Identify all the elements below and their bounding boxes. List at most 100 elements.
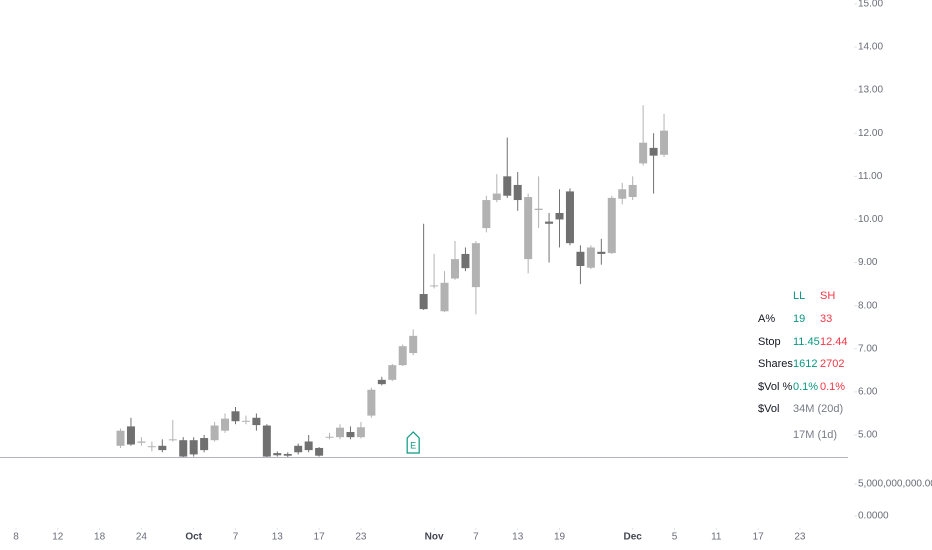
candle-body xyxy=(471,243,480,288)
candle-body xyxy=(241,420,250,422)
candle-body xyxy=(503,176,512,196)
candle-body xyxy=(346,431,355,438)
x-tick-label: 7 xyxy=(473,532,479,543)
candle-body xyxy=(607,197,616,254)
candle-body xyxy=(409,335,418,354)
y-tick-label: 9.00 xyxy=(858,257,878,268)
candle-body xyxy=(304,441,313,451)
volume-y-tick-label: 5,000,000,000.00 xyxy=(858,479,932,490)
y-tick-label: 13.00 xyxy=(858,85,883,96)
table-row-label: Shares xyxy=(758,358,793,370)
y-tick-label: 14.00 xyxy=(858,42,883,53)
candle-body xyxy=(628,184,637,198)
table-cell: 0.1% xyxy=(793,381,818,393)
x-tick-label: 8 xyxy=(13,532,19,543)
y-tick-label: 11.00 xyxy=(858,171,883,182)
candle-body xyxy=(273,453,282,456)
candle-body xyxy=(534,208,543,210)
table-cell: 0.1% xyxy=(820,381,845,393)
candle-body xyxy=(440,282,449,312)
table-cell: 34M (20d) xyxy=(793,403,843,415)
candle-body xyxy=(576,251,585,267)
candle-body xyxy=(482,200,491,229)
table-header: SH xyxy=(820,290,835,302)
y-tick-label: 12.00 xyxy=(858,128,883,139)
candle-body xyxy=(189,440,198,455)
candle-body xyxy=(524,197,533,260)
table-header: LL xyxy=(793,290,805,302)
candle-body xyxy=(137,441,146,443)
x-tick-label: 19 xyxy=(554,532,566,543)
table-row-label: A% xyxy=(758,313,775,325)
x-tick-label: 18 xyxy=(94,532,106,543)
candle-body xyxy=(565,191,574,244)
x-tick-label: 7 xyxy=(233,532,239,543)
candle-body xyxy=(262,425,271,457)
x-tick-label: 5 xyxy=(672,532,678,543)
x-tick-label: 17 xyxy=(314,532,326,543)
x-tick-label: Nov xyxy=(425,532,444,543)
x-tick-label: Dec xyxy=(624,532,643,543)
x-tick-label: 23 xyxy=(355,532,367,543)
candle-body xyxy=(367,389,376,416)
x-tick-label: 24 xyxy=(136,532,148,543)
candle-body xyxy=(221,418,230,431)
y-tick-label: 15.00 xyxy=(858,0,883,10)
y-tick-label: 8.00 xyxy=(858,300,878,311)
candle-body xyxy=(283,453,292,456)
earnings-label: E xyxy=(410,440,416,450)
candle-body xyxy=(450,259,459,279)
candle-body xyxy=(179,440,188,457)
candle-body xyxy=(158,445,167,451)
x-tick-label: 11 xyxy=(711,532,722,543)
candle-body xyxy=(660,130,669,155)
candle-body xyxy=(639,142,648,164)
candle-body xyxy=(315,447,324,456)
x-tick-label: 17 xyxy=(753,532,765,543)
candle-body xyxy=(294,445,303,453)
candle-body xyxy=(461,253,470,269)
candle-body xyxy=(419,294,428,310)
table-cell: 17M (1d) xyxy=(793,429,837,441)
y-tick-label: 7.00 xyxy=(858,343,878,354)
table-cell: 2702 xyxy=(820,358,844,370)
table-cell: 19 xyxy=(793,313,805,325)
candle-body xyxy=(545,221,554,224)
table-cell: 12.44 xyxy=(820,336,848,348)
candle-body xyxy=(597,251,606,254)
candle-body xyxy=(147,446,156,448)
candle-body xyxy=(492,193,501,201)
candle-body xyxy=(336,427,345,438)
x-tick-label: 12 xyxy=(52,532,64,543)
candle-body xyxy=(231,411,240,422)
candle-body xyxy=(126,426,135,445)
table-row-label: $Vol xyxy=(758,403,779,415)
y-tick-label: 6.00 xyxy=(858,387,878,398)
earnings-badge xyxy=(406,431,420,454)
y-tick-label: 5.00 xyxy=(858,430,878,441)
candle-body xyxy=(430,285,439,287)
table-cell: 1612 xyxy=(793,358,817,370)
candle-body xyxy=(649,147,658,156)
y-tick-label: 10.00 xyxy=(858,214,883,225)
candle-body xyxy=(200,438,209,451)
candle-body xyxy=(513,184,522,201)
table-cell: 33 xyxy=(820,313,832,325)
table-row-label: Stop xyxy=(758,336,781,348)
candle-body xyxy=(356,427,365,438)
volume-y-tick-label: 0.0000 xyxy=(858,511,889,522)
candle-body xyxy=(555,212,564,220)
x-tick-label: 23 xyxy=(794,532,806,543)
candle-body xyxy=(377,379,386,385)
candle-body xyxy=(398,346,407,366)
earnings-marker: E xyxy=(406,431,420,454)
x-tick-label: 13 xyxy=(272,532,284,543)
candle-body xyxy=(252,417,261,426)
candle-body xyxy=(116,430,125,446)
candle-body xyxy=(618,189,627,199)
candle-body xyxy=(210,425,219,441)
candle-body xyxy=(325,436,334,438)
candle-body xyxy=(168,439,177,441)
x-tick-label: 13 xyxy=(512,532,524,543)
